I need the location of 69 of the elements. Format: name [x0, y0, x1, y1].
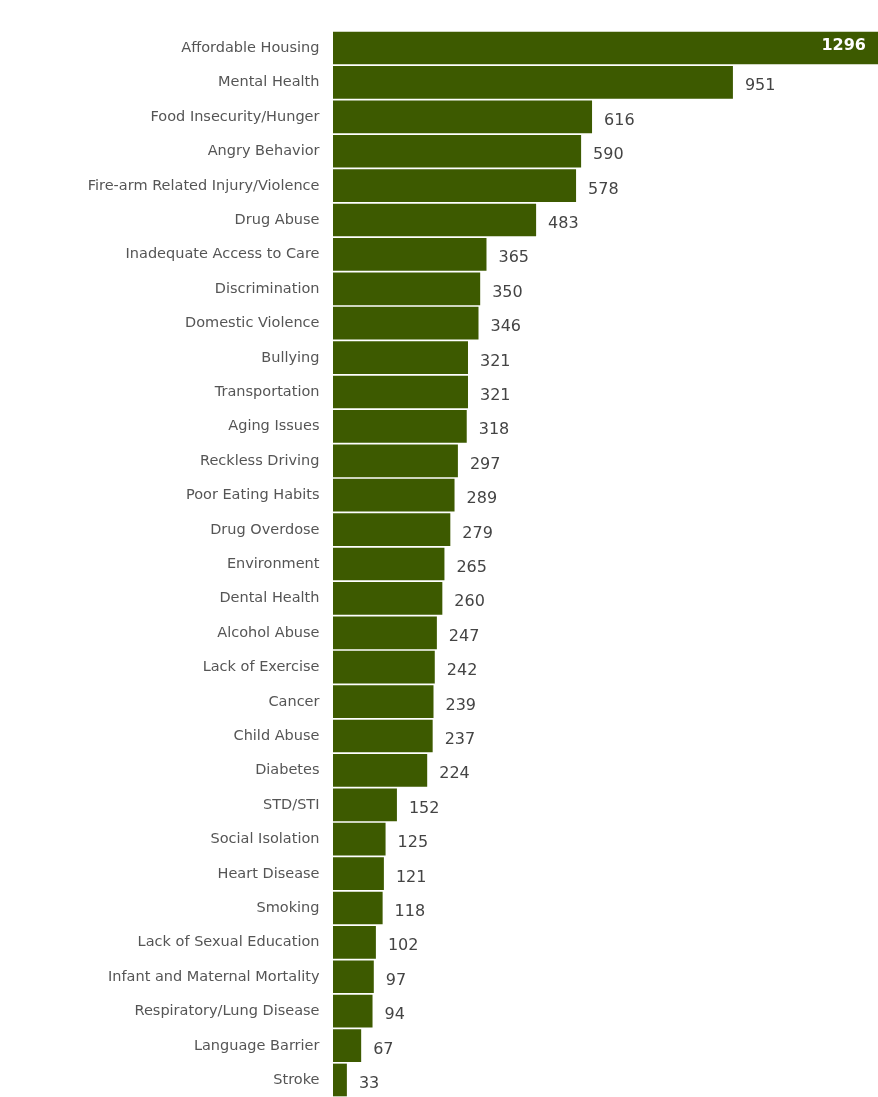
y-tick-label: Angry Behavior — [207, 142, 320, 159]
y-tick-label: Smoking — [256, 898, 320, 915]
bar — [333, 375, 468, 409]
y-tick-label: Transportation — [213, 383, 320, 400]
y-tick-label: Drug Abuse — [234, 211, 320, 228]
data-label: 365 — [498, 247, 530, 267]
y-tick-label: Discrimination — [214, 279, 320, 296]
data-label: 321 — [479, 350, 511, 370]
data-label: 67 — [373, 1038, 394, 1058]
y-tick-label: Cancer — [268, 692, 320, 709]
data-label: 279 — [462, 522, 493, 542]
data-label: 951 — [744, 75, 776, 95]
data-label: 152 — [408, 797, 440, 817]
bar — [333, 203, 537, 237]
data-label: 224 — [439, 763, 470, 783]
y-tick-label: Child Abuse — [233, 726, 320, 743]
data-label: 94 — [384, 1004, 405, 1024]
bar — [333, 547, 445, 581]
data-label: 97 — [385, 969, 407, 989]
data-label: 102 — [387, 935, 419, 955]
data-label: 483 — [548, 213, 579, 233]
y-tick-label: Mental Health — [218, 73, 320, 90]
data-label: 289 — [466, 488, 498, 508]
y-tick-label: Infant and Maternal Mortality — [108, 967, 320, 984]
y-tick-label: Food Insecurity/Hunger — [150, 107, 320, 124]
data-label: 318 — [478, 419, 510, 439]
y-tick-label: Diabetes — [255, 761, 320, 778]
data-label: 265 — [456, 557, 487, 576]
data-label: 1296 — [821, 35, 866, 55]
data-label: 578 — [588, 178, 619, 198]
y-tick-label: STD/STI — [263, 795, 320, 812]
y-tick-label: Fire-arm Related Injury/Violence — [87, 176, 320, 193]
data-label: 237 — [444, 728, 476, 748]
y-tick-label: Dental Health — [219, 589, 320, 606]
bar — [333, 891, 383, 925]
y-tick-label: Affordable Housing — [181, 39, 320, 56]
data-label: 297 — [469, 453, 501, 473]
y-tick-label: Respiratory/Lung Disease — [134, 1002, 320, 1019]
data-label: 616 — [604, 109, 635, 129]
data-label: 350 — [492, 281, 523, 301]
data-label: 33 — [358, 1072, 380, 1092]
y-tick-label: Lack of Sexual Education — [137, 933, 320, 950]
data-label: 346 — [490, 316, 522, 336]
y-tick-label: Environment — [226, 555, 320, 571]
bar — [333, 31, 878, 65]
y-tick-label: Social Isolation — [210, 830, 320, 847]
y-tick-label: Heart Disease — [217, 864, 320, 881]
y-tick-label: Stroke — [273, 1070, 320, 1087]
data-label: 260 — [454, 591, 485, 611]
y-tick-label: Lack of Exercise — [202, 658, 320, 675]
y-tick-label: Reckless Driving — [199, 451, 320, 468]
data-label: 118 — [394, 900, 426, 920]
y-tick-label: Drug Overdose — [210, 520, 320, 537]
y-tick-label: Language Barrier — [193, 1036, 320, 1053]
y-tick-label: Aging Issues — [228, 417, 320, 434]
y-tick-label: Domestic Violence — [185, 314, 320, 331]
bar — [333, 719, 433, 753]
y-tick-label: Alcohol Abuse — [217, 623, 320, 640]
data-label: 121 — [395, 866, 427, 886]
y-tick-label: Bullying — [261, 348, 320, 365]
data-label: 239 — [445, 694, 477, 714]
y-tick-label: Inadequate Access to Care — [125, 245, 320, 262]
data-label: 125 — [397, 832, 429, 852]
y-tick-label: Poor Eating Habits — [185, 486, 320, 503]
data-label: 590 — [593, 144, 624, 164]
bar — [333, 1063, 347, 1097]
data-label: 242 — [446, 660, 478, 680]
data-label: 321 — [479, 385, 511, 405]
data-label: 247 — [448, 625, 480, 645]
